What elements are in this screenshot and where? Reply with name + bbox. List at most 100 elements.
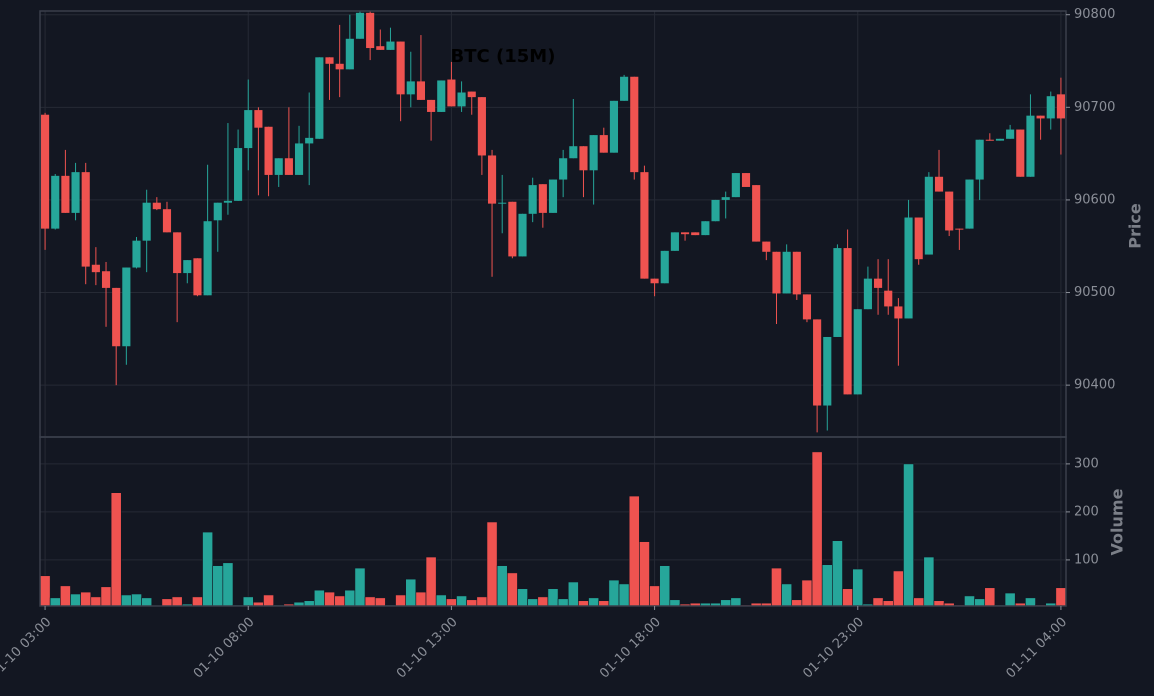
candle-body (965, 179, 974, 229)
volume-bar (598, 600, 610, 607)
candle-body (386, 41, 395, 50)
volume-bar (446, 598, 457, 607)
candle-body (183, 260, 192, 274)
candle-body (325, 57, 334, 64)
candle-body (406, 81, 415, 95)
candle-body (112, 287, 121, 347)
candle-body (427, 99, 436, 112)
volume-bar (618, 583, 630, 607)
candle-body (752, 185, 761, 242)
volume-bar (263, 594, 274, 607)
volume-bar (435, 594, 447, 607)
candle-body (945, 191, 954, 231)
volume-bar (415, 591, 427, 607)
volume-bar (933, 600, 945, 607)
volume-bar (1004, 592, 1016, 607)
candle-body (254, 110, 263, 128)
volume-bar (486, 521, 498, 607)
y-tick-label: 90500 (1074, 285, 1115, 300)
candle-body (132, 240, 141, 268)
volume-bar (70, 593, 81, 607)
candle-body (1036, 115, 1045, 119)
volume-bar (80, 591, 92, 607)
y-tick-label: 90400 (1074, 378, 1115, 393)
volume-bar (90, 596, 102, 607)
volume-bar (364, 596, 376, 607)
candle-body (741, 173, 751, 187)
candle-body (376, 46, 385, 50)
candle-body (61, 175, 70, 213)
candle-body (305, 137, 314, 144)
volume-bar (872, 597, 884, 607)
candle-body (630, 76, 639, 173)
volume-bar (60, 585, 71, 607)
volume-bar (913, 597, 925, 607)
volume-bar (821, 564, 833, 607)
candle-body (782, 251, 791, 294)
candle-body (599, 135, 608, 153)
candle-body (691, 232, 700, 236)
volume-bar (771, 567, 782, 607)
candle-body (985, 139, 994, 141)
volume-bar (791, 599, 803, 607)
candle-body (802, 294, 812, 320)
volume-bar (608, 579, 620, 607)
candle-body (223, 200, 232, 203)
volume-bar (537, 596, 549, 607)
candle-body (569, 146, 578, 159)
volume-bar (506, 572, 518, 607)
candle-body (234, 148, 243, 201)
volume-bar (466, 599, 478, 607)
volume-bar (964, 595, 975, 607)
volume-bar (517, 588, 528, 607)
candle-body (721, 197, 730, 200)
candle-body (345, 38, 354, 70)
candle-body (498, 202, 507, 204)
candle-body (71, 172, 80, 213)
candle-body (863, 278, 872, 310)
candle-body (416, 81, 426, 100)
candle-body (934, 176, 944, 192)
volume-bar (110, 492, 122, 607)
y-tick-label: 90800 (1074, 7, 1115, 22)
candle-body (213, 202, 222, 221)
candle-body (914, 217, 923, 260)
candle-body (680, 232, 690, 235)
volume-bar (161, 598, 173, 607)
candle-body (548, 179, 558, 213)
chart-title: BTC (15M) (451, 46, 556, 67)
candle-body (904, 217, 913, 319)
volume-bar (588, 597, 600, 607)
candle-body (853, 309, 862, 395)
candle-body (518, 213, 527, 257)
volume-panel (39, 436, 1067, 607)
candle-body (152, 202, 161, 210)
volume-tick-label: 100 (1074, 552, 1099, 567)
x-tick-label: 01-10 18:00 (597, 615, 664, 682)
candle-body (173, 232, 182, 274)
candle-body (1016, 129, 1025, 177)
candle-body (162, 209, 172, 233)
volume-bar (801, 579, 813, 607)
x-tick-label: 01-10 23:00 (800, 615, 867, 682)
volume-bar (639, 541, 650, 607)
volume-bar (192, 596, 203, 607)
volume-bar (567, 581, 579, 607)
x-tick-label: 01-10 08:00 (191, 615, 258, 682)
volume-bar (720, 599, 732, 607)
volume-bar (547, 588, 559, 607)
volume-bar (974, 598, 986, 607)
volume-tick-label: 300 (1074, 456, 1099, 471)
volume-bar (1055, 587, 1067, 607)
y-tick-label: 90700 (1074, 100, 1115, 115)
candle-body (924, 176, 933, 255)
volume-bar (39, 575, 51, 607)
volume-bar (578, 600, 589, 607)
candle-body (335, 63, 344, 70)
candle-body (701, 221, 710, 236)
volume-bar (781, 583, 793, 607)
volume-bar (832, 540, 843, 607)
volume-bar (212, 565, 224, 607)
candle-body (142, 202, 151, 241)
candle-body (508, 201, 517, 257)
